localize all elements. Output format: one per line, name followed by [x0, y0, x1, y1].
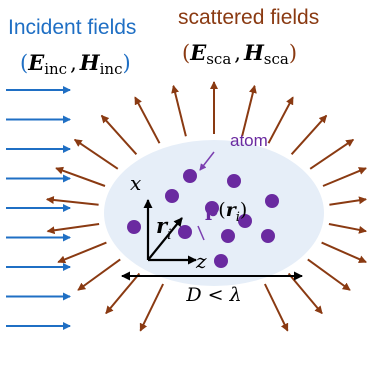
position-vector-arrow [147, 217, 183, 261]
atom [265, 194, 279, 208]
scattered-arrow [328, 223, 367, 234]
dipole-arrow [197, 225, 205, 241]
z-axis-label: z [195, 249, 207, 273]
atom [205, 201, 219, 215]
atom [238, 214, 252, 228]
incident-field-arrows [6, 86, 71, 330]
scattered-arrow [290, 114, 328, 155]
dipole-label: p(ri) [205, 199, 247, 225]
scattered-arrow [77, 258, 121, 291]
scattered-arrow [322, 167, 367, 187]
atom [221, 229, 235, 243]
scattered-arrow [100, 114, 138, 155]
atom [183, 169, 197, 183]
scattered-arrow [264, 283, 289, 332]
x-axis-label: x [130, 171, 141, 195]
atom [261, 229, 275, 243]
scattered-arrow [139, 283, 164, 332]
atom [214, 254, 228, 268]
atom [178, 225, 192, 239]
atom-label: atom [230, 131, 268, 150]
scattered-arrow [73, 138, 119, 170]
scattered-arrow [267, 96, 294, 144]
scattered-arrow [134, 96, 161, 144]
scattered-title: scattered fields [178, 6, 319, 29]
scattered-arrow [105, 272, 141, 315]
atom [227, 174, 241, 188]
atom-pointer [199, 151, 215, 171]
scattered-arrow [309, 138, 355, 170]
atom [127, 220, 141, 234]
scattered-fields-label: (Esca, Hsca) [182, 40, 297, 68]
scattered-arrow [55, 166, 106, 187]
scattered-arrow [46, 223, 100, 235]
scattered-arrow [307, 258, 351, 291]
incident-fields-label: (Einc, Hinc) [20, 50, 131, 78]
scattered-arrow [329, 196, 367, 206]
scattered-arrow [45, 196, 99, 206]
atom-group [127, 169, 279, 268]
scattered-arrow [57, 241, 107, 264]
size-condition-label: D < λ [185, 284, 241, 306]
incident-title: Incident fields [8, 16, 136, 39]
scattered-arrow [321, 241, 367, 264]
position-vector-label: ri [156, 213, 172, 243]
scattered-arrow [287, 272, 323, 315]
scattered-arrow [241, 84, 257, 137]
scattered-arrow [171, 84, 187, 137]
atom [165, 189, 179, 203]
